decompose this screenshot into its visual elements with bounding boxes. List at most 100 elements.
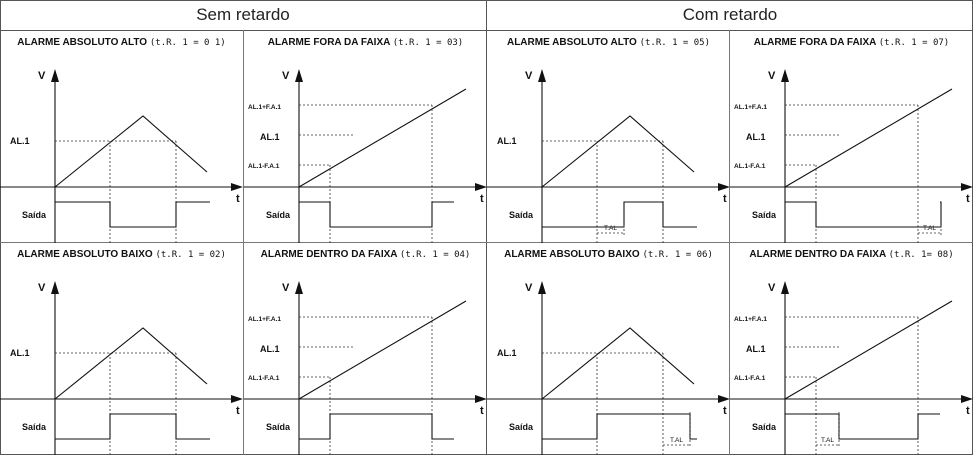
panel-code: (t.R. 1 = 07) [878, 38, 950, 48]
process-signal [298, 88, 467, 188]
panel-code: (t.R. 1 = 02) [155, 250, 226, 260]
process-signal [784, 88, 953, 188]
t-axis-label: t [236, 405, 240, 417]
v-axis-label: V [768, 282, 776, 294]
t-axis-label: t [723, 193, 727, 205]
tal-label: T.AL [923, 225, 936, 232]
al1-minus-label: AL.1-F.A.1 [248, 163, 280, 170]
al1-label: AL.1 [497, 348, 517, 358]
panel-title: ALARME ABSOLUTO ALTO [17, 37, 148, 48]
panel-chart: Vt Saída AL.1+F.A.1 AL.1 AL.1-F.A.1 [244, 281, 487, 455]
al1-label: AL.1 [10, 348, 30, 358]
al1-plus-label: AL.1+F.A.1 [734, 104, 767, 111]
process-signal [54, 327, 208, 400]
header-sem-retardo: Sem retardo [196, 5, 290, 24]
al1-label: AL.1 [497, 136, 517, 146]
panel-chart: Vt Saída AL.1 [0, 69, 243, 243]
y-axis-arrow [295, 281, 303, 294]
t-axis-label: t [966, 193, 970, 205]
v-axis-label: V [282, 282, 290, 294]
saida-label: Saída [266, 210, 291, 220]
y-axis-arrow [51, 69, 59, 82]
al1-plus-label: AL.1+F.A.1 [248, 104, 281, 111]
saida-label: Saída [509, 210, 534, 220]
panel-chart: Vt Saída AL.1 T.AL [487, 69, 730, 243]
v-axis-label: V [525, 70, 533, 82]
t-axis-label: t [966, 405, 970, 417]
v-axis-label: V [38, 282, 46, 294]
panel-chart: Vt Saída AL.1 [0, 281, 243, 455]
saida-label: Saída [266, 422, 291, 432]
process-signal [54, 115, 208, 188]
saida-label: Saída [22, 210, 47, 220]
process-signal [298, 300, 467, 400]
x-axis-arrow [475, 183, 487, 191]
saida-label: Saída [22, 422, 47, 432]
al1-minus-label: AL.1-F.A.1 [734, 163, 766, 170]
panel-code: (t.R. 1 = 0 1) [149, 38, 226, 48]
y-axis-arrow [781, 69, 789, 82]
al1-minus-label: AL.1-F.A.1 [248, 375, 280, 382]
panel-title: ALARME FORA DA FAIXA [753, 37, 876, 48]
x-axis-arrow [475, 395, 487, 403]
t-axis-label: t [480, 405, 484, 417]
t-axis-label: t [723, 405, 727, 417]
tal-label: T.AL [604, 225, 617, 232]
panel-code: (t.R. 1 = 06) [642, 250, 713, 260]
al1-label: AL.1 [260, 344, 280, 354]
panel-code: (t.R. 1 = 05) [639, 38, 711, 48]
al1-minus-label: AL.1-F.A.1 [734, 375, 766, 382]
x-axis-arrow [961, 183, 973, 191]
panel-title: ALARME ABSOLUTO ALTO [506, 37, 637, 48]
al1-plus-label: AL.1+F.A.1 [734, 316, 767, 323]
x-axis-arrow [961, 395, 973, 403]
y-axis-arrow [51, 281, 59, 294]
al1-label: AL.1 [260, 132, 280, 142]
panel-chart: Vt Saída AL.1+F.A.1 AL.1 AL.1-F.A.1 [244, 69, 487, 243]
al1-label: AL.1 [746, 132, 766, 142]
process-signal [541, 327, 695, 400]
panel-title: ALARME ABSOLUTO BAIXO [17, 249, 153, 260]
tal-label: T.AL [821, 437, 834, 444]
output-signal [785, 413, 940, 440]
y-axis-arrow [295, 69, 303, 82]
x-axis-arrow [718, 395, 730, 403]
v-axis-label: V [38, 70, 46, 82]
panel-code: (t.R. 1 = 03) [392, 38, 464, 48]
x-axis-arrow [718, 183, 730, 191]
x-axis-arrow [231, 395, 243, 403]
v-axis-label: V [282, 70, 290, 82]
al1-label: AL.1 [10, 136, 30, 146]
output-signal [299, 413, 454, 440]
y-axis-arrow [538, 281, 546, 294]
panel-chart: Vt Saída AL.1+F.A.1 AL.1 AL.1-F.A.1 T.AL [730, 281, 973, 455]
output-signal [55, 201, 210, 228]
x-axis-arrow [231, 183, 243, 191]
y-axis-arrow [781, 281, 789, 294]
panel-chart: Vt Saída AL.1+F.A.1 AL.1 AL.1-F.A.1 T.AL [730, 69, 973, 243]
output-signal [299, 201, 454, 228]
panel-title: ALARME DENTRO DA FAIXA [749, 249, 886, 260]
v-axis-label: V [525, 282, 533, 294]
panel-code: (t.R. 1 = 04) [399, 250, 471, 260]
output-signal [542, 201, 697, 228]
process-signal [541, 115, 695, 188]
saida-label: Saída [752, 210, 777, 220]
output-signal [542, 413, 697, 440]
panel-title: ALARME ABSOLUTO BAIXO [504, 249, 640, 260]
panel-chart: Vt Saída AL.1 T.AL [487, 281, 730, 455]
panel-title: ALARME DENTRO DA FAIXA [260, 249, 398, 260]
t-axis-label: t [236, 193, 240, 205]
v-axis-label: V [768, 70, 776, 82]
tal-label: T.AL [670, 437, 683, 444]
al1-plus-label: AL.1+F.A.1 [248, 316, 281, 323]
header-com-retardo: Com retardo [682, 5, 778, 24]
